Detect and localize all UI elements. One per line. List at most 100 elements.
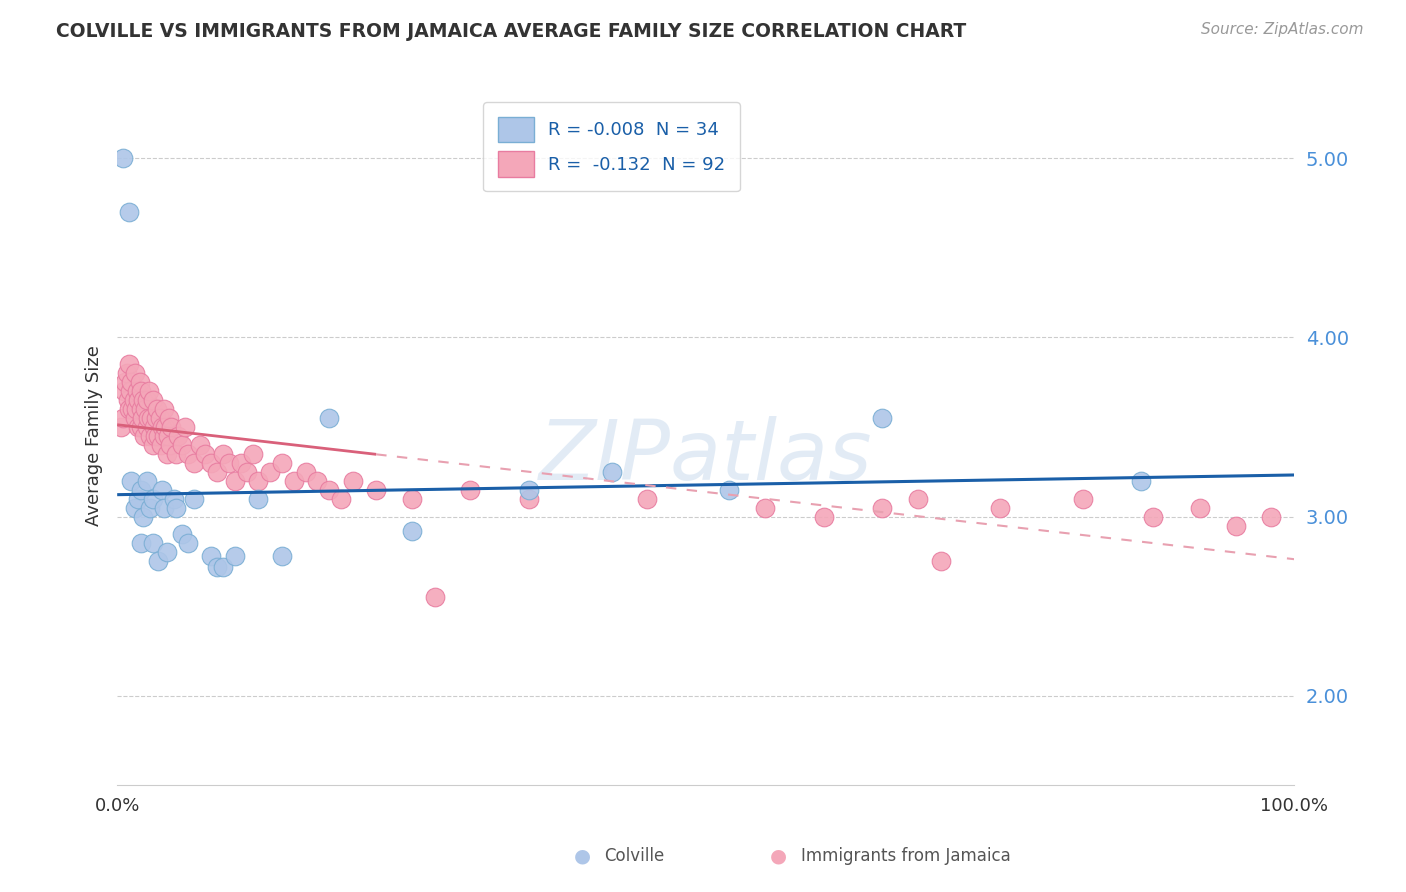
Point <box>177 447 200 461</box>
Point <box>128 375 150 389</box>
Point <box>1142 509 1164 524</box>
Point <box>141 491 163 506</box>
Point <box>636 491 658 506</box>
Point <box>271 549 294 563</box>
Point <box>148 554 170 568</box>
Point <box>207 465 229 479</box>
Point <box>163 491 186 506</box>
Point <box>150 420 173 434</box>
Point <box>127 420 149 434</box>
Point <box>112 151 135 165</box>
Point <box>517 491 540 506</box>
Point <box>156 429 179 443</box>
Point <box>156 545 179 559</box>
Point <box>183 491 205 506</box>
Point <box>157 411 180 425</box>
Point <box>118 402 141 417</box>
Point <box>153 500 176 515</box>
Point <box>401 491 423 506</box>
Point <box>170 527 193 541</box>
Point <box>259 465 281 479</box>
Point <box>460 483 482 497</box>
Point <box>600 465 623 479</box>
Point <box>307 474 329 488</box>
Point <box>132 509 155 524</box>
Point <box>149 438 172 452</box>
Text: ●: ● <box>574 847 591 866</box>
Point <box>132 392 155 407</box>
Point <box>139 429 162 443</box>
Point <box>218 456 240 470</box>
Text: ZIPatlas: ZIPatlas <box>538 417 873 498</box>
Point <box>134 429 156 443</box>
Point <box>160 420 183 434</box>
Point <box>1071 491 1094 506</box>
Point <box>110 420 132 434</box>
Point <box>401 524 423 538</box>
Point <box>124 500 146 515</box>
Point <box>112 411 135 425</box>
Point <box>872 500 894 515</box>
Legend: R = -0.008  N = 34, R =  -0.132  N = 92: R = -0.008 N = 34, R = -0.132 N = 92 <box>484 103 740 192</box>
Point <box>129 536 152 550</box>
Point <box>127 491 149 506</box>
Point <box>247 491 270 506</box>
Point <box>165 500 187 515</box>
Point <box>224 474 246 488</box>
Point <box>988 500 1011 515</box>
Point <box>342 474 364 488</box>
Point <box>242 447 264 461</box>
Point <box>188 438 211 452</box>
Point <box>135 420 157 434</box>
Point <box>143 429 166 443</box>
Point <box>118 357 141 371</box>
Point <box>247 474 270 488</box>
Text: Colville: Colville <box>605 847 665 865</box>
Point <box>194 447 217 461</box>
Point <box>121 402 143 417</box>
Point <box>127 392 149 407</box>
Point <box>1189 500 1212 515</box>
Point <box>1260 509 1282 524</box>
Point <box>153 402 176 417</box>
Point <box>517 483 540 497</box>
Point <box>141 411 163 425</box>
Point <box>366 483 388 497</box>
Point <box>1225 518 1247 533</box>
Point <box>159 438 181 452</box>
Point <box>120 375 142 389</box>
Y-axis label: Average Family Size: Average Family Size <box>86 345 103 526</box>
Point <box>907 491 929 506</box>
Point <box>229 456 252 470</box>
Point <box>148 429 170 443</box>
Point <box>117 392 139 407</box>
Point <box>120 384 142 398</box>
Text: COLVILLE VS IMMIGRANTS FROM JAMAICA AVERAGE FAMILY SIZE CORRELATION CHART: COLVILLE VS IMMIGRANTS FROM JAMAICA AVER… <box>56 22 966 41</box>
Point <box>212 559 235 574</box>
Point <box>177 536 200 550</box>
Point <box>212 447 235 461</box>
Point <box>156 447 179 461</box>
Point <box>115 366 138 380</box>
Point <box>813 509 835 524</box>
Point <box>135 392 157 407</box>
Point <box>139 500 162 515</box>
Point <box>134 402 156 417</box>
Point <box>141 536 163 550</box>
Point <box>153 429 176 443</box>
Point <box>145 411 167 425</box>
Point <box>224 549 246 563</box>
Point <box>129 483 152 497</box>
Point <box>118 204 141 219</box>
Text: Source: ZipAtlas.com: Source: ZipAtlas.com <box>1201 22 1364 37</box>
Point <box>235 465 257 479</box>
Point <box>207 559 229 574</box>
Point <box>318 483 340 497</box>
Point <box>129 402 152 417</box>
Point <box>718 483 741 497</box>
Point <box>127 384 149 398</box>
Point <box>112 384 135 398</box>
Point <box>141 392 163 407</box>
Point <box>200 456 222 470</box>
Point <box>872 411 894 425</box>
